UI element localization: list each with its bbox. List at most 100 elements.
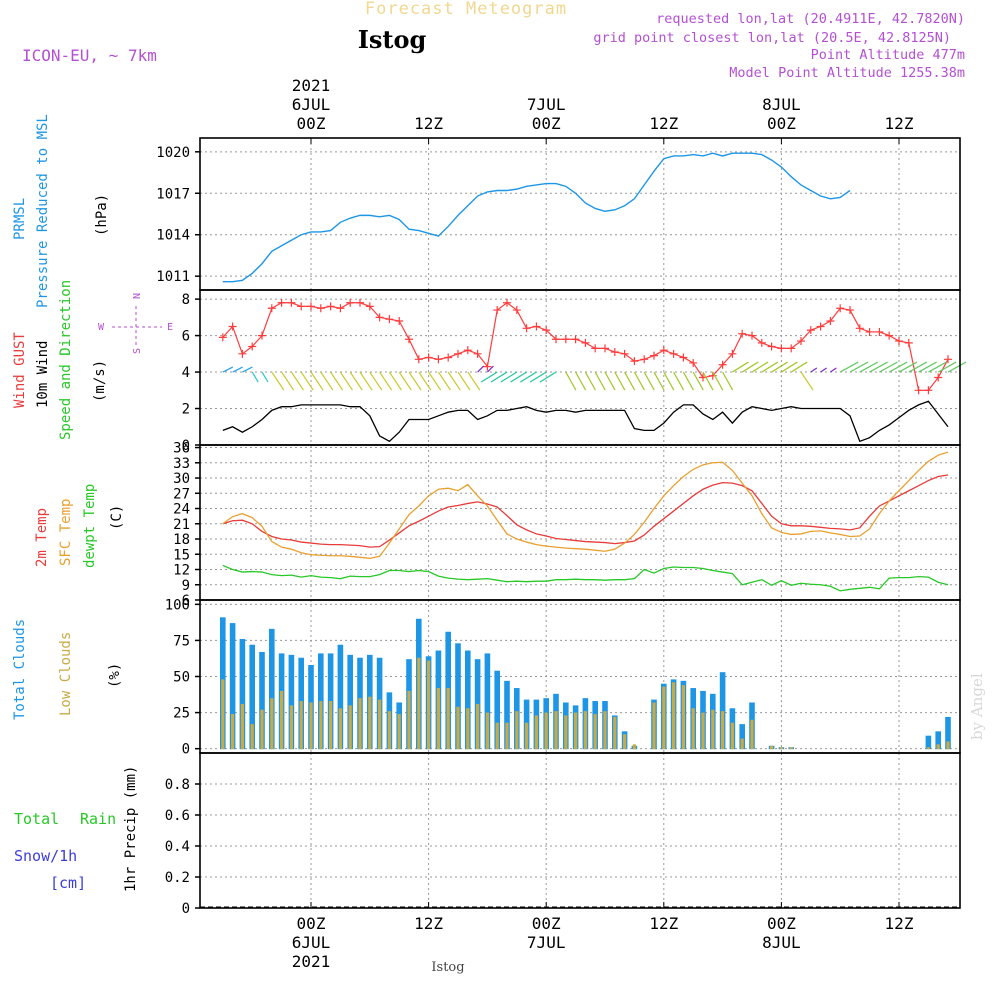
low-cloud-bar: [681, 685, 685, 750]
low-cloud-bar: [701, 712, 705, 750]
gust-point: [248, 342, 257, 351]
low-cloud-bar: [338, 708, 342, 750]
time-label-top: 2021: [292, 76, 331, 95]
wind-direction-arrow: [408, 371, 422, 391]
wind-direction-arrow: [643, 371, 655, 391]
wind-direction-arrow: [320, 371, 334, 391]
wind-direction-arrow: [888, 361, 908, 373]
wind-direction-arrow: [830, 367, 837, 373]
gust-point: [542, 326, 551, 335]
gust-point: [924, 386, 933, 395]
wind-direction-arrow: [810, 367, 818, 373]
low-cloud-bar: [299, 701, 303, 750]
wind-direction-arrow: [271, 371, 285, 391]
total-cloud-bar: [494, 670, 500, 750]
gust-point: [650, 351, 658, 360]
gust-point: [679, 353, 688, 362]
wind-direction-arrow: [937, 361, 957, 373]
wind-direction-arrow: [781, 361, 798, 373]
y-tick-label: 21: [173, 517, 190, 533]
total-cloud-bar: [337, 644, 344, 750]
gust-point: [610, 348, 619, 356]
low-cloud-bar: [358, 698, 362, 750]
low-cloud-bar: [632, 744, 636, 750]
wind-labels: Wind GUST 10m Wind Speed and Direction (…: [12, 280, 173, 440]
wind-speed-line: [222, 400, 949, 443]
low-cloud-bar: [231, 714, 235, 750]
total-cloud-bar: [288, 654, 295, 750]
total-cloud-bar: [935, 731, 941, 750]
gust-point: [601, 344, 609, 353]
pressure-labels: PRMSL Pressure Reduced to MSL (hPa): [12, 114, 110, 308]
gust-point: [326, 302, 335, 311]
gust-point: [895, 337, 903, 346]
wind-direction-arrow: [359, 371, 373, 391]
y-tick-label: 27: [173, 486, 190, 502]
wind-direction-arrow: [722, 371, 734, 391]
wind-direction-arrow: [584, 371, 596, 391]
time-label-bottom: 7JUL: [527, 933, 566, 952]
gust-point: [307, 302, 315, 311]
wind-rose-e: E: [167, 322, 173, 333]
gust-point: [757, 338, 766, 347]
time-label-top: 6JUL: [292, 95, 331, 114]
wind-direction-arrow: [604, 371, 616, 391]
low-cloud-bar: [946, 741, 950, 750]
gust-point: [914, 386, 923, 395]
low-cloud-bar: [789, 747, 793, 750]
y-tick-label: 0: [182, 438, 190, 454]
dewpt-line: [222, 564, 949, 592]
gust-point: [875, 327, 884, 336]
gust-point: [503, 298, 511, 307]
y-tick-label: 2: [182, 402, 190, 418]
wind-direction-arrow: [732, 361, 749, 373]
wind-direction-arrow: [300, 371, 314, 391]
time-label-bottom: 8JUL: [762, 933, 801, 952]
gust-point: [630, 357, 639, 366]
y-tick-label: 33: [173, 456, 190, 472]
wind-direction-arrow: [702, 371, 714, 391]
low-cloud-bar: [329, 701, 333, 750]
wind-direction-arrow: [751, 361, 769, 373]
gust-point: [414, 355, 423, 364]
low-cloud-bar: [495, 722, 499, 750]
low-cloud-bar: [417, 657, 421, 750]
time-label-bottom: 00Z: [297, 914, 326, 933]
low-cloud-bar: [289, 705, 293, 750]
gust-point: [591, 344, 600, 353]
wind-direction-arrow: [447, 371, 461, 391]
total-cloud-bar: [504, 680, 510, 750]
pressure-label-b: Pressure Reduced to MSL: [35, 114, 51, 308]
wind-direction-arrow: [486, 365, 494, 373]
total-cloud-bar: [269, 628, 275, 750]
wind-direction-arrow: [908, 361, 928, 373]
panel-wind: 0 2 4 6 8: [182, 290, 960, 454]
temp-label-c: dewpt Temp: [82, 484, 98, 568]
time-label-bottom: 12Z: [649, 914, 678, 933]
wind-direction-arrow: [624, 371, 636, 391]
wind-direction-arrow: [682, 371, 694, 391]
low-cloud-bar: [926, 747, 930, 750]
pressure-label-a: PRMSL: [12, 198, 28, 240]
panel-precip: 0 0.2 0.4 0.6 0.8: [165, 753, 960, 917]
time-label-bottom: 12Z: [414, 914, 443, 933]
low-cloud-bar: [387, 711, 391, 750]
temp-labels: 2m Temp SFC Temp dewpt Temp (C): [34, 484, 125, 568]
wind-direction-arrow: [839, 361, 859, 373]
wind-direction-arrow: [388, 371, 402, 391]
low-cloud-bar: [280, 690, 284, 750]
y-tick-label: 1011: [156, 269, 190, 285]
gust-point: [806, 326, 815, 335]
time-label-bottom: 2021: [292, 952, 331, 971]
low-cloud-bar: [436, 688, 440, 750]
low-cloud-bar: [623, 734, 627, 750]
gust-point: [787, 344, 796, 353]
wind-direction-arrow: [947, 361, 967, 373]
grid-point-coords: grid point closest lon,lat (20.5E, 42.81…: [593, 30, 951, 46]
cloud-label-b: Low Clouds: [58, 632, 74, 716]
y-tick-label: 8: [182, 292, 190, 308]
y-tick-label: 6: [182, 593, 190, 609]
wind-direction-arrow: [520, 371, 537, 383]
pressure-line: [222, 152, 851, 283]
